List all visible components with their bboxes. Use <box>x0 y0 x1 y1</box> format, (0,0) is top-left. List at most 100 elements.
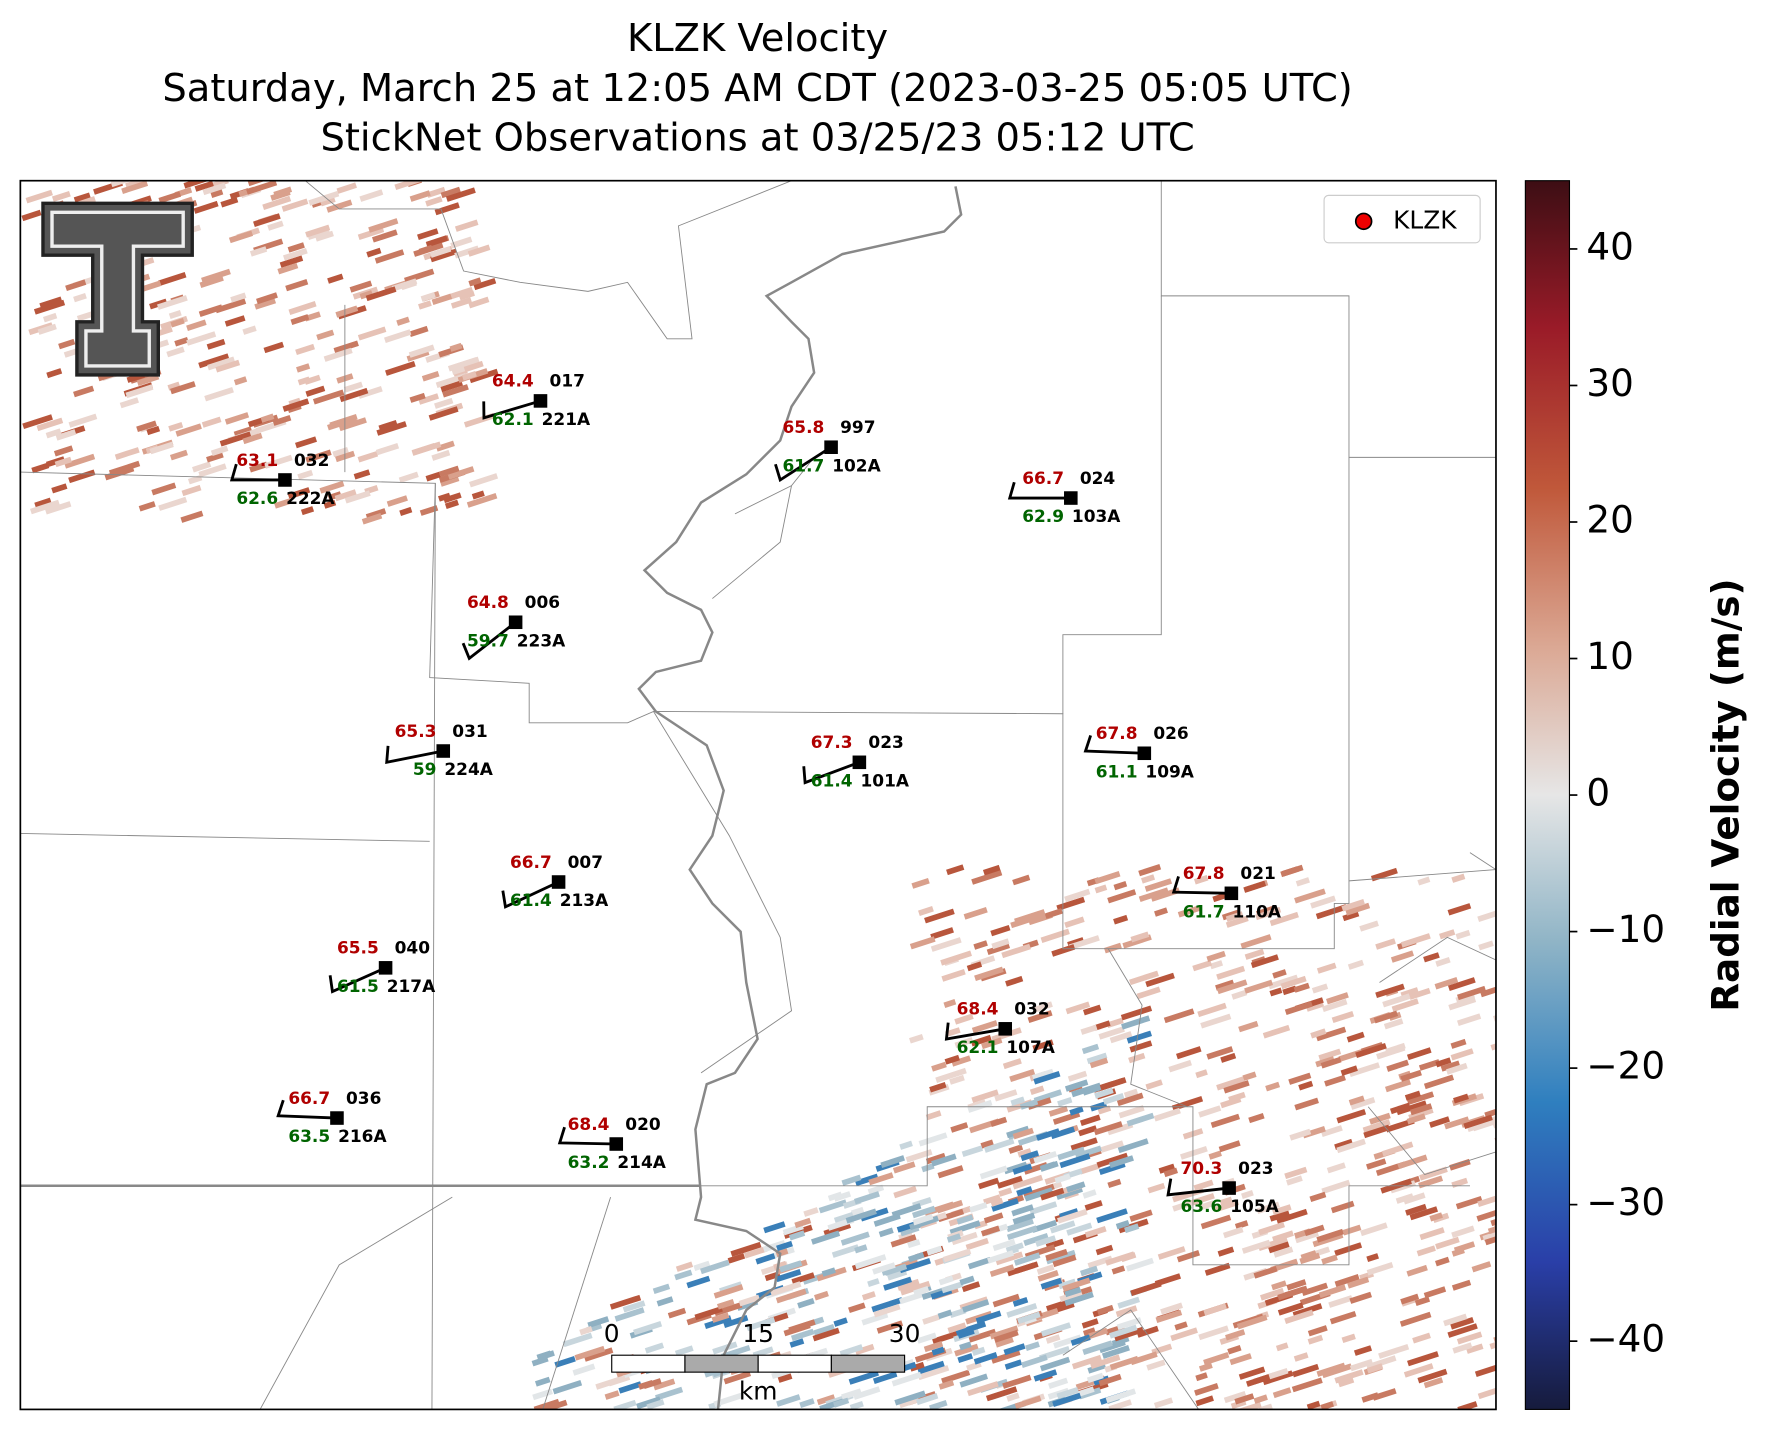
radar-gate <box>158 271 187 286</box>
radar-gate <box>1301 1282 1328 1296</box>
radar-gate <box>1113 881 1128 891</box>
radar-gate <box>1366 1363 1384 1374</box>
radar-gate <box>1066 1181 1086 1193</box>
radar-gate <box>1033 1070 1061 1085</box>
station-marker <box>330 1111 344 1125</box>
radar-gate <box>534 1376 551 1387</box>
radar-gate <box>1275 1342 1289 1352</box>
radar-gate <box>461 371 477 381</box>
radar-gate <box>1044 908 1063 919</box>
radar-gate <box>1035 1235 1057 1247</box>
temperature: 65.8 <box>782 417 824 437</box>
radar-gate <box>923 1340 944 1353</box>
radar-gate <box>1200 1013 1232 1029</box>
radar-gate <box>1078 1387 1102 1400</box>
radar-gate <box>409 190 431 202</box>
radar-gate <box>1406 1047 1432 1061</box>
radar-gate <box>1234 1393 1255 1405</box>
radar-gate <box>1400 933 1431 948</box>
radar-gate <box>1423 1074 1455 1090</box>
radar-gate <box>1447 1323 1478 1338</box>
radar-gate <box>814 1290 829 1301</box>
radar-gate <box>1003 1161 1028 1175</box>
radar-gate <box>868 1172 894 1186</box>
radar-gate <box>1064 916 1085 928</box>
radar-gate <box>1138 887 1169 902</box>
radar-gate <box>170 381 196 395</box>
radar-gate <box>1227 1345 1242 1355</box>
radar-gate <box>1244 979 1274 994</box>
radar-gate <box>1225 915 1249 928</box>
radar-gate <box>1429 1212 1443 1222</box>
temperature: 68.4 <box>568 1114 610 1134</box>
radar-gate <box>777 1373 793 1383</box>
radar-gate <box>1439 929 1456 940</box>
radar-gate <box>930 937 962 952</box>
radar-gate <box>1341 1333 1356 1344</box>
radar-gate <box>743 1246 768 1259</box>
radar-gate <box>981 1037 1003 1050</box>
dewpoint: 59 <box>413 759 437 779</box>
radar-gate <box>1269 987 1283 997</box>
radar-gate <box>1293 1352 1309 1362</box>
radar-gate <box>73 293 87 303</box>
radar-gate <box>880 1155 906 1168</box>
radar-gate <box>469 473 499 488</box>
radar-gate <box>1082 1189 1097 1199</box>
radar-gate <box>542 1350 555 1360</box>
radar-gate <box>1068 935 1100 951</box>
radar-gate <box>1193 875 1209 885</box>
radar-gate <box>1253 1394 1268 1404</box>
radar-gate <box>1080 1265 1099 1277</box>
radar-gate <box>609 1294 642 1310</box>
radar-gate <box>1093 1121 1123 1136</box>
radar-gate <box>935 1067 967 1083</box>
station-marker <box>998 1022 1013 1036</box>
radar-gate <box>1040 1187 1065 1201</box>
radar-gate <box>712 1341 738 1355</box>
radar-gate <box>398 471 419 483</box>
radar-gate <box>1105 1388 1137 1404</box>
station-marker <box>378 961 393 975</box>
radar-gate <box>1108 1155 1134 1169</box>
scale-segment <box>684 1354 759 1373</box>
radar-gate <box>992 1238 1016 1252</box>
radar-gate <box>1340 1065 1358 1076</box>
radar-gate <box>1229 1353 1252 1366</box>
radar-gate <box>287 242 305 253</box>
radar-gate <box>473 277 497 291</box>
radar-gate <box>1045 1299 1069 1312</box>
radar-gate <box>1111 1265 1126 1275</box>
radar-gate <box>922 1314 941 1325</box>
radar-gate <box>149 298 168 310</box>
radar-gate <box>1262 1024 1291 1039</box>
radar-gate <box>1396 1100 1427 1116</box>
radar-gate <box>1423 1377 1444 1389</box>
radar-gate <box>961 1281 981 1293</box>
radar-gate <box>1012 1174 1043 1190</box>
radar-gate <box>1494 1132 1496 1144</box>
radar-gate <box>833 1317 848 1327</box>
station-plot: 68.4 020 63.2 214A <box>557 1114 667 1172</box>
radar-gate <box>1349 1358 1374 1372</box>
radar-gate <box>1223 1391 1247 1404</box>
radar-gate <box>471 490 485 500</box>
radar-gate <box>1045 1334 1061 1344</box>
radar-gate <box>204 386 234 402</box>
radar-gate <box>119 397 139 409</box>
radar-gate <box>873 1303 901 1318</box>
radar-gate <box>1326 1162 1346 1174</box>
radar-gate <box>1048 1105 1069 1117</box>
radar-gate <box>1495 1179 1496 1191</box>
radar-gate <box>1269 1210 1290 1222</box>
radar-gate <box>1079 1162 1101 1175</box>
radar-gate <box>1452 1342 1473 1354</box>
wind-barb <box>501 880 560 909</box>
radar-gate <box>174 337 189 347</box>
radar-gate <box>1271 1280 1287 1291</box>
radar-gate <box>867 1184 885 1195</box>
radar-gate <box>1082 1327 1096 1337</box>
radar-gate <box>1117 1296 1140 1309</box>
radar-gate <box>1309 1191 1327 1202</box>
